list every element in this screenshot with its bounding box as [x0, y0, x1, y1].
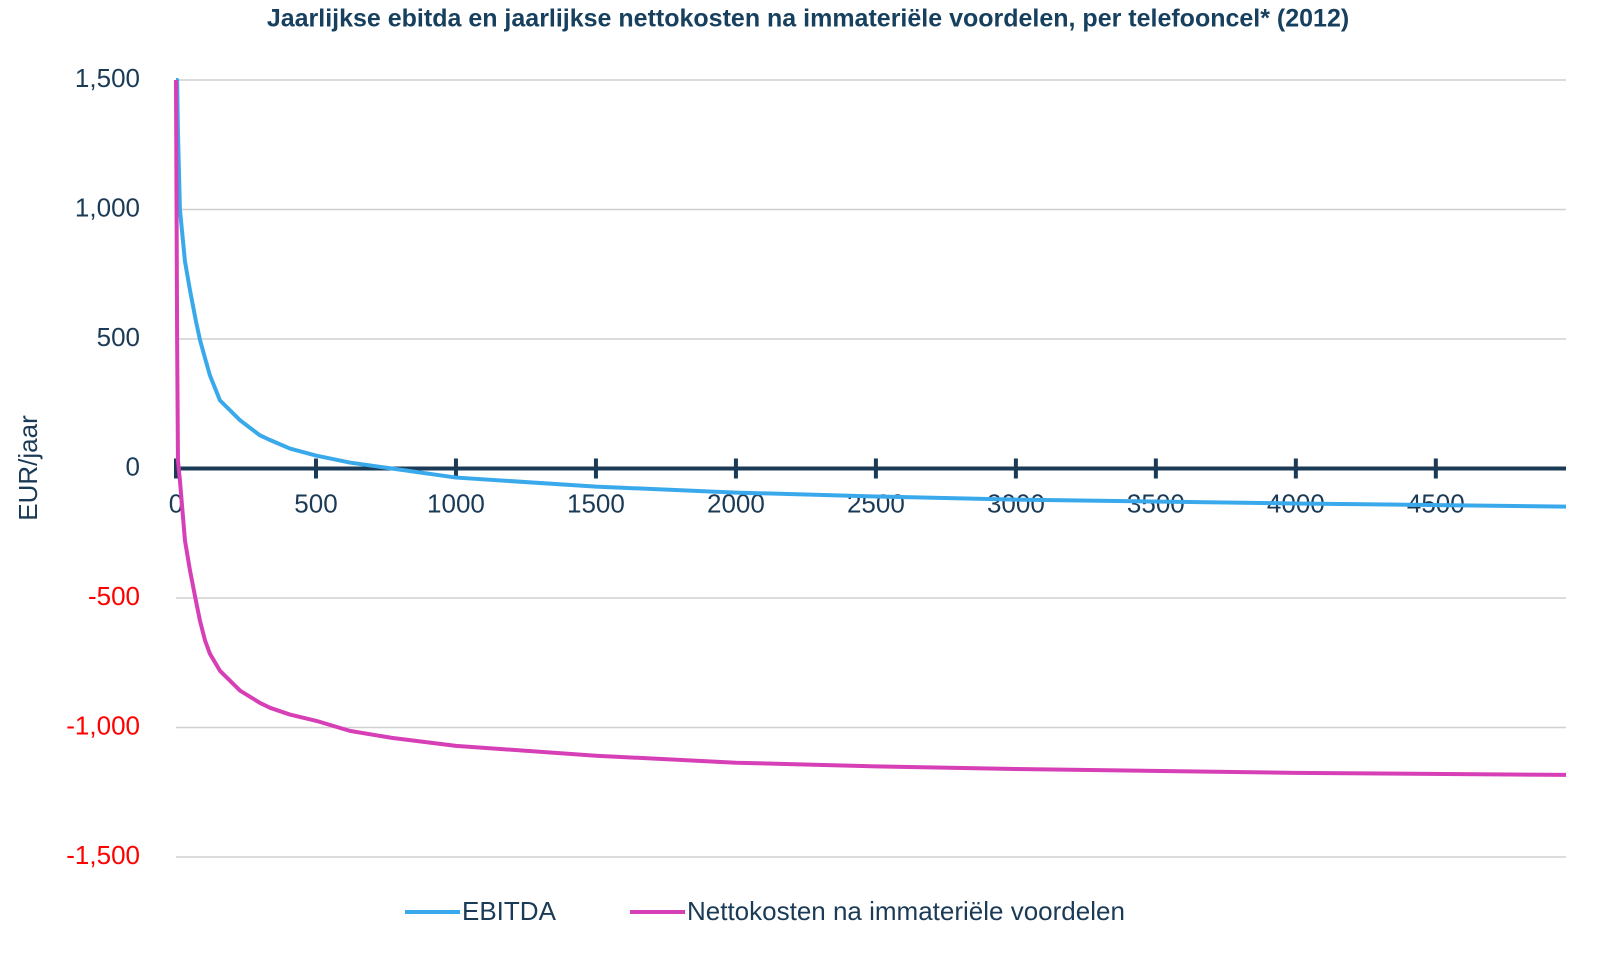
x-tick-label: 500 [294, 488, 337, 518]
y-tick-label: 0 [126, 451, 140, 481]
y-tick-label: -500 [88, 581, 140, 611]
x-tick-label: 1500 [567, 488, 625, 518]
x-tick-label: 3000 [987, 488, 1045, 518]
line-series [175, 78, 1567, 509]
x-tick-label: 1000 [427, 488, 485, 518]
y-tick-label: -1,500 [66, 840, 140, 870]
line-series [174, 79, 1567, 777]
y-tick-label: 500 [97, 322, 140, 352]
y-axis-label: EUR/jaar [13, 415, 43, 521]
x-tick-label: 2500 [847, 488, 905, 518]
legend-label: Nettokosten na immateriële voordelen [687, 896, 1125, 926]
y-tick-label: 1,500 [75, 63, 140, 93]
y-tick-label: -1,000 [66, 710, 140, 740]
chart-title: Jaarlijkse ebitda en jaarlijkse nettokos… [267, 5, 1349, 33]
y-tick-label: 1,000 [75, 192, 140, 222]
legend-label: EBITDA [462, 896, 557, 926]
